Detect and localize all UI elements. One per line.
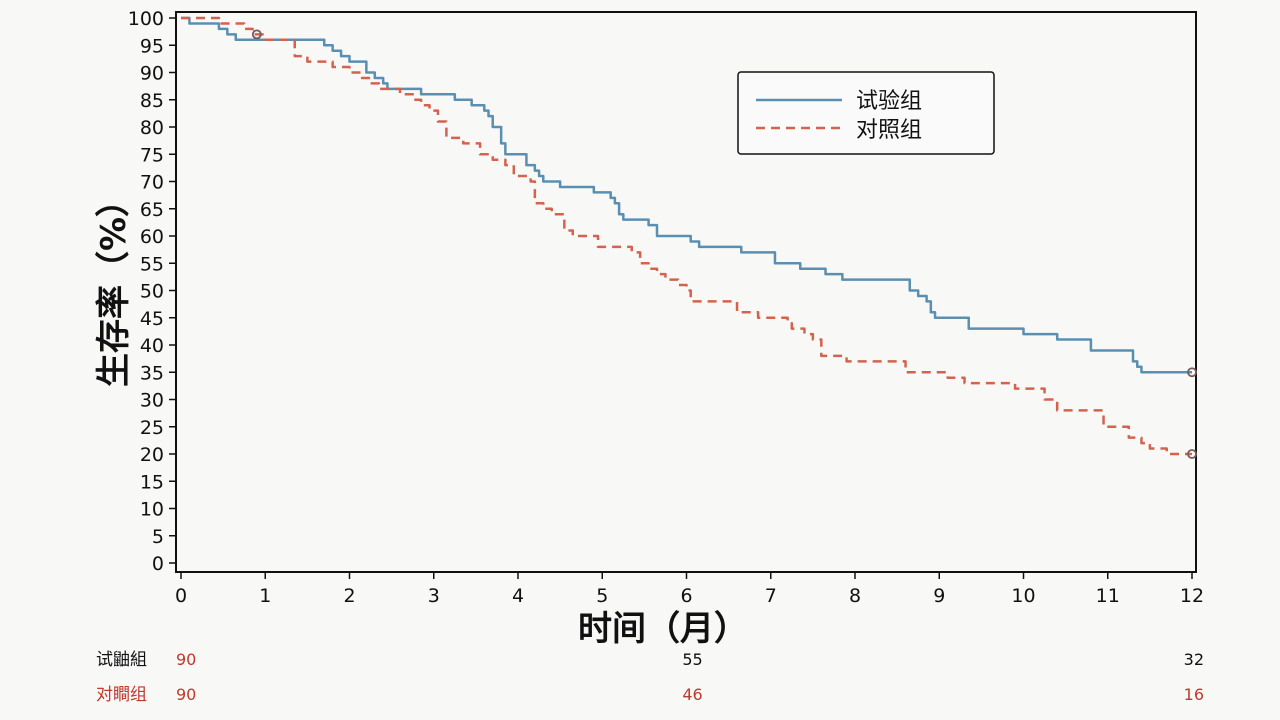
censor-marks (251, 29, 1197, 459)
at-risk-group-1: 试鼬組 (96, 650, 147, 670)
y-tick-label: 95 (140, 35, 164, 57)
y-tick-label: 85 (140, 90, 164, 112)
at-risk-count: 32 (1184, 650, 1204, 669)
x-tick-label: 4 (512, 585, 524, 607)
series-line-1 (181, 16, 1192, 374)
y-tick-label: 65 (140, 199, 164, 221)
x-tick-label: 0 (175, 585, 187, 607)
x-tick-label: 1 (259, 585, 271, 607)
at-risk-count: 90 (176, 685, 196, 704)
y-tick-label: 45 (140, 308, 164, 330)
x-tick-label: 10 (1011, 585, 1035, 607)
at-risk-count: 16 (1184, 685, 1204, 704)
x-tick-label: 9 (933, 585, 945, 607)
at-risk-count: 90 (176, 650, 196, 669)
x-tick-label: 6 (680, 585, 692, 607)
x-tick-label: 5 (596, 585, 608, 607)
y-tick-label: 100 (128, 8, 164, 30)
x-tick-label: 8 (849, 585, 861, 607)
at-risk-table: 试鼬組 对瞷组 90 55 32 90 46 16 (96, 650, 1204, 705)
x-axis-title: 时间（月） (578, 609, 748, 649)
x-tick-label: 2 (343, 585, 355, 607)
legend-label-series-2: 对照组 (856, 118, 922, 143)
y-tick-label: 25 (140, 417, 164, 439)
x-tick-label: 7 (765, 585, 777, 607)
y-tick-label: 70 (140, 172, 164, 194)
y-tick-label: 90 (140, 63, 164, 85)
survival-curves (181, 16, 1192, 456)
x-tick-label: 3 (428, 585, 440, 607)
x-axis-ticks: 0 1 2 3 4 5 6 7 8 9 10 11 12 (175, 572, 1204, 607)
y-tick-label: 75 (140, 144, 164, 166)
x-tick-label: 11 (1096, 585, 1120, 607)
y-tick-label: 40 (140, 335, 164, 357)
y-tick-label: 50 (140, 281, 164, 303)
legend-box (737, 71, 995, 155)
y-tick-label: 55 (140, 253, 164, 275)
plot-area (175, 11, 1197, 573)
censor-mark (1187, 449, 1197, 459)
y-tick-label: 60 (140, 226, 164, 248)
at-risk-count: 55 (682, 650, 702, 669)
y-tick-label: 15 (140, 471, 164, 493)
censor-mark (251, 29, 262, 40)
series-line-2 (181, 16, 1192, 456)
legend-label-series-1: 试验组 (856, 89, 922, 114)
legend: 试验组 对照组 (737, 71, 995, 155)
y-tick-label: 0 (152, 553, 164, 575)
y-tick-label: 5 (152, 526, 164, 548)
at-risk-counts: 90 55 32 90 46 16 (176, 650, 1204, 704)
y-axis-ticks: 0 5 10 15 20 25 30 35 40 45 50 55 60 65 70 75 80 85 90 95 10… (128, 8, 176, 575)
y-tick-label: 35 (140, 362, 164, 384)
y-axis-title: 生存率（%） (94, 183, 134, 387)
x-tick-label: 12 (1180, 585, 1204, 607)
censor-mark (1187, 367, 1197, 378)
y-tick-label: 10 (140, 499, 164, 521)
y-tick-label: 20 (140, 444, 164, 466)
at-risk-group-2: 对瞷组 (96, 685, 147, 705)
y-tick-label: 80 (140, 117, 164, 139)
at-risk-count: 46 (682, 685, 702, 704)
y-tick-label: 30 (140, 390, 164, 412)
